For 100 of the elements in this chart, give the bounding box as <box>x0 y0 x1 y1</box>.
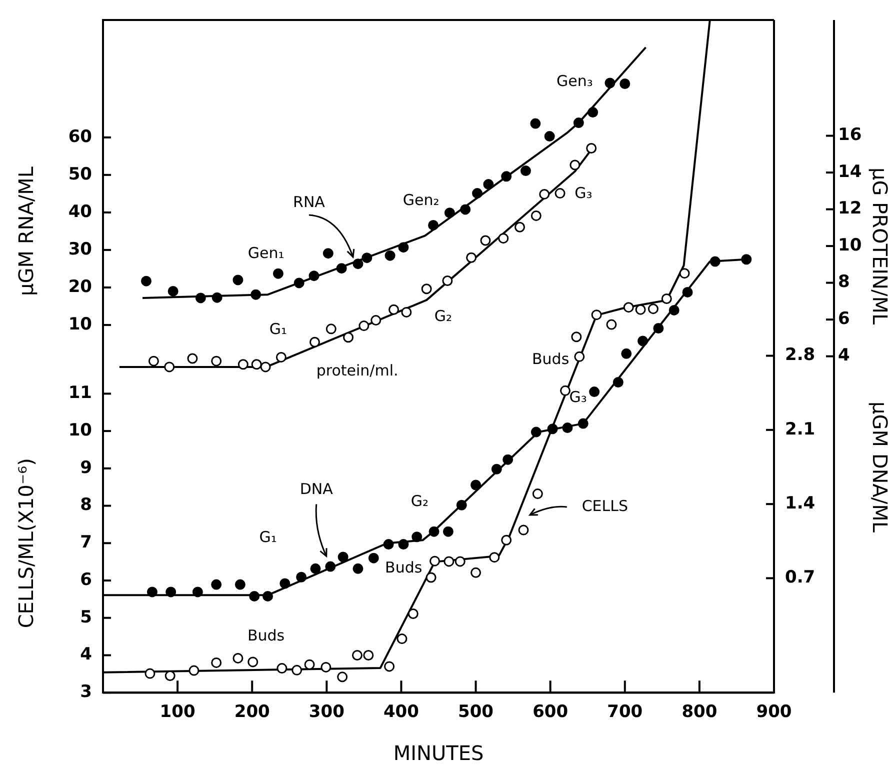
point <box>148 356 159 366</box>
point <box>280 578 290 589</box>
y-tick-label: 60 <box>68 126 92 147</box>
point <box>192 586 203 598</box>
point <box>574 351 585 362</box>
point <box>248 656 258 668</box>
point <box>396 634 408 644</box>
y2-axis-title: μG PROTEIN/ML <box>868 167 892 326</box>
y-tick-label: 11 <box>68 383 92 404</box>
point <box>384 661 395 672</box>
point <box>322 248 334 259</box>
point <box>489 552 500 563</box>
point <box>320 662 332 672</box>
y-tick-label: 30 <box>68 239 92 260</box>
x-tick-label: 500 <box>458 702 494 722</box>
point <box>520 166 531 176</box>
point <box>638 336 648 346</box>
point <box>408 608 418 620</box>
x-tick-label: 800 <box>682 702 718 722</box>
point <box>573 118 584 128</box>
point <box>501 171 512 182</box>
annotation: G₂ <box>410 492 429 510</box>
point <box>368 552 379 564</box>
point <box>498 233 509 244</box>
point <box>211 356 222 366</box>
point <box>444 556 454 567</box>
point <box>606 319 617 330</box>
x-tick-label: 700 <box>607 702 643 722</box>
y-tick-label: 8 <box>80 495 92 516</box>
x-tick-label: 200 <box>234 702 270 722</box>
point <box>442 276 453 286</box>
point <box>502 454 514 465</box>
point <box>164 362 175 372</box>
point <box>352 258 364 270</box>
x-tick-label: 900 <box>756 702 792 722</box>
point <box>621 348 632 359</box>
annotation: G₃ <box>574 184 592 202</box>
point <box>352 650 362 660</box>
point <box>326 324 336 334</box>
y-tick-label: 3 <box>80 682 92 702</box>
point <box>560 385 570 396</box>
y2-tick-label: 16 <box>838 125 862 146</box>
point <box>250 289 262 300</box>
annotation: Gen₃ <box>556 72 593 90</box>
y-tick-label: 20 <box>68 276 92 297</box>
y-axis-title: CELLS/ML(X10⁻⁶) <box>14 458 38 628</box>
point <box>570 160 580 170</box>
point <box>276 352 286 362</box>
y2-tick-label: 10 <box>838 235 862 256</box>
point <box>363 650 374 660</box>
y2-tick-label: 8 <box>838 272 850 292</box>
point <box>292 664 302 676</box>
point <box>325 561 336 572</box>
point <box>238 359 248 370</box>
point <box>578 418 588 429</box>
point <box>679 268 690 279</box>
point <box>612 377 624 388</box>
point <box>211 657 222 668</box>
y2-tick-label: 2.8 <box>785 345 816 366</box>
point <box>309 336 320 348</box>
annotation: G₂ <box>434 307 452 326</box>
annotation: G₃ <box>569 388 587 406</box>
point <box>470 567 482 578</box>
point <box>456 500 467 510</box>
x-tick-label: 300 <box>308 702 345 722</box>
annotation: Buds <box>532 350 570 368</box>
point <box>460 204 471 215</box>
point <box>383 539 394 550</box>
y2-tick-label: 1.4 <box>785 493 816 514</box>
point <box>530 210 542 221</box>
point <box>294 278 304 288</box>
point <box>211 579 222 590</box>
annotation: protein/ml. <box>316 362 398 380</box>
point <box>412 532 422 542</box>
point <box>276 663 288 674</box>
point <box>398 242 409 253</box>
point <box>472 188 483 199</box>
point <box>304 659 315 670</box>
point <box>648 304 658 314</box>
point <box>146 586 158 598</box>
y-tick-label: 40 <box>68 202 92 222</box>
y-tick-label: 9 <box>80 458 92 478</box>
point <box>234 579 246 590</box>
point <box>480 235 491 246</box>
point <box>442 526 454 537</box>
point <box>444 208 455 218</box>
y-tick-label: 4 <box>80 644 92 665</box>
point <box>308 270 320 282</box>
point <box>421 284 432 294</box>
y-tick-label: 6 <box>80 570 92 590</box>
y-axis-title: μGM RNA/ML <box>14 166 38 296</box>
point <box>140 276 152 286</box>
y2-tick-label: 12 <box>838 198 862 219</box>
point <box>466 252 477 263</box>
point <box>232 652 244 664</box>
point <box>195 292 206 304</box>
annotation: Buds <box>247 626 285 645</box>
point <box>310 563 321 574</box>
point <box>620 78 630 90</box>
point <box>358 320 370 332</box>
